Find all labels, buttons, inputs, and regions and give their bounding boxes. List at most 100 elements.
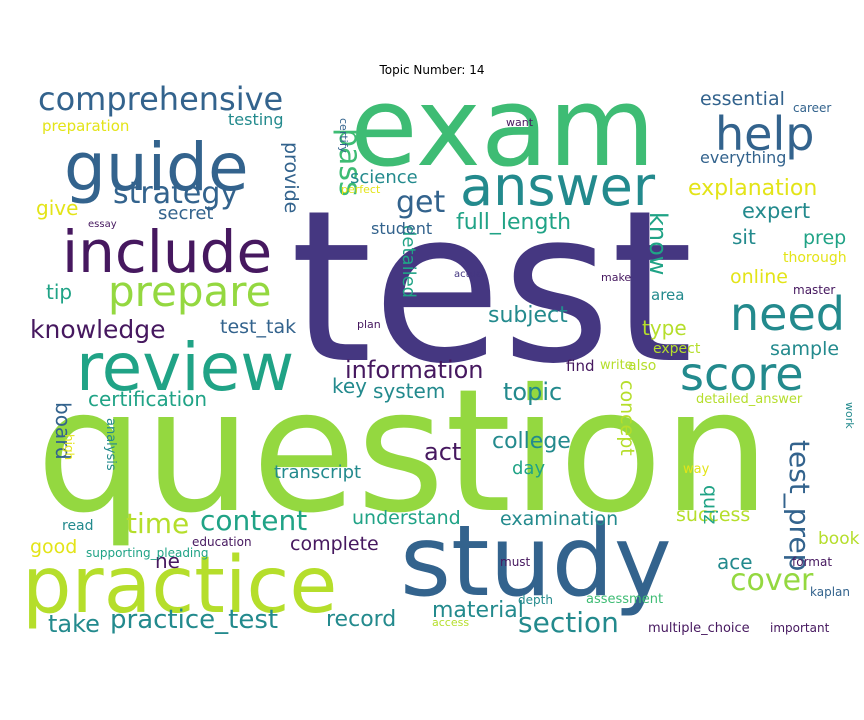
word-material: material bbox=[432, 598, 524, 623]
word-expect: expect bbox=[653, 341, 701, 357]
word-education: education bbox=[192, 535, 252, 549]
word-make: make bbox=[601, 271, 631, 284]
word-test: test bbox=[290, 165, 693, 410]
word-must: must bbox=[500, 555, 531, 569]
word-online: online bbox=[730, 266, 788, 288]
word-kaplan: kaplan bbox=[810, 585, 850, 599]
word-detailed-answer: detailed_answer bbox=[696, 392, 803, 407]
word-practice: practice bbox=[22, 541, 337, 631]
word-study: study bbox=[400, 505, 672, 619]
word-time: time bbox=[126, 507, 189, 540]
word-knowledge: knowledge bbox=[30, 315, 166, 344]
word-section: section bbox=[518, 606, 619, 639]
word-depth: depth bbox=[518, 593, 553, 607]
word-practice-test: practice_test bbox=[110, 605, 278, 635]
word-also: also bbox=[628, 358, 656, 374]
word-write: write bbox=[600, 358, 633, 373]
word-assessment: assessment bbox=[586, 592, 663, 607]
word-test-tak: test_tak bbox=[220, 316, 296, 338]
word-college: college bbox=[492, 429, 571, 454]
word-need: need bbox=[730, 287, 845, 341]
word-multiple-choice: multiple_choice bbox=[648, 621, 750, 636]
word-guide: guide bbox=[64, 129, 249, 206]
word-access: access bbox=[432, 616, 469, 629]
word-answer: answer bbox=[460, 155, 656, 218]
word-information: information bbox=[345, 356, 484, 384]
word-help: help bbox=[715, 107, 814, 161]
word-know: know bbox=[644, 212, 672, 275]
chart-title: Topic Number: 14 bbox=[379, 63, 485, 77]
word-high: high bbox=[62, 434, 76, 460]
word-detailed: detailed bbox=[398, 225, 419, 298]
word-act: act bbox=[424, 438, 461, 466]
word-comprehensive: comprehensive bbox=[38, 80, 283, 118]
word-board: board bbox=[51, 402, 75, 460]
word-get: get bbox=[396, 185, 446, 220]
word-important: important bbox=[770, 621, 830, 635]
word-transcript: transcript bbox=[274, 462, 361, 483]
word-essential: essential bbox=[700, 88, 785, 110]
word-score: score bbox=[680, 347, 804, 401]
word-format: format bbox=[792, 555, 832, 569]
word-system: system bbox=[373, 379, 445, 403]
word-book: book bbox=[818, 529, 860, 549]
word-secret: secret bbox=[158, 203, 214, 224]
word-thorough: thorough bbox=[783, 250, 847, 266]
word-topic: topic bbox=[503, 378, 562, 406]
word-perfect: perfect bbox=[341, 183, 381, 196]
word-question: question bbox=[36, 353, 770, 551]
word-sample: sample bbox=[770, 338, 839, 360]
word-actual: actual bbox=[454, 269, 485, 280]
word-essay: essay bbox=[88, 219, 117, 230]
word-give: give bbox=[36, 196, 78, 220]
word-preparation: preparation bbox=[42, 117, 129, 135]
word-quiz: quiz bbox=[699, 485, 721, 524]
word-success: success bbox=[676, 504, 750, 526]
word-ace: ace bbox=[717, 550, 753, 574]
word-area: area bbox=[651, 286, 684, 304]
word-everything: everything bbox=[700, 148, 786, 167]
word-supporting-pleading: supporting_pleading bbox=[86, 546, 209, 560]
word-pass: pass bbox=[332, 128, 367, 197]
word-explanation: explanation bbox=[688, 176, 817, 201]
word-work: work bbox=[843, 402, 856, 429]
word-certify: certify bbox=[337, 118, 350, 153]
word-key: key bbox=[332, 374, 367, 398]
word-provide: provide bbox=[280, 142, 302, 213]
word-certification: certification bbox=[88, 387, 207, 411]
word-include: include bbox=[62, 218, 272, 286]
word-take: take bbox=[48, 610, 100, 638]
word-exam: exam bbox=[350, 63, 655, 191]
word-analysis: analysis bbox=[103, 418, 118, 471]
word-master: master bbox=[793, 283, 835, 297]
word-understand: understand bbox=[352, 507, 461, 529]
word-science: science bbox=[350, 167, 418, 188]
word-type: type bbox=[642, 316, 687, 340]
word-day: day bbox=[512, 458, 545, 479]
word-way: way bbox=[683, 462, 710, 477]
word-tip: tip bbox=[46, 280, 72, 304]
word-test-prep: test_prep bbox=[783, 440, 816, 571]
word-read: read bbox=[62, 518, 94, 534]
word-concept: concept bbox=[616, 380, 638, 456]
word-good: good bbox=[30, 536, 77, 558]
word-full-length: full_length bbox=[456, 210, 571, 235]
word-review: review bbox=[76, 329, 294, 406]
word-subject: subject bbox=[488, 303, 568, 328]
word-plan: plan bbox=[357, 318, 381, 331]
word-record: record bbox=[326, 607, 396, 632]
word-complete: complete bbox=[290, 533, 379, 555]
word-prep: prep bbox=[803, 227, 846, 249]
word-career: career bbox=[793, 101, 831, 115]
word-sit: sit bbox=[732, 225, 756, 249]
word-content: content bbox=[200, 504, 307, 537]
word-strategy: strategy bbox=[113, 176, 238, 211]
word-find: find bbox=[566, 357, 594, 375]
word-student: student bbox=[371, 219, 432, 238]
word-want: want bbox=[506, 116, 534, 129]
word-testing: testing bbox=[228, 110, 283, 129]
word-expert: expert bbox=[742, 199, 810, 223]
word-prepare: prepare bbox=[108, 267, 271, 316]
